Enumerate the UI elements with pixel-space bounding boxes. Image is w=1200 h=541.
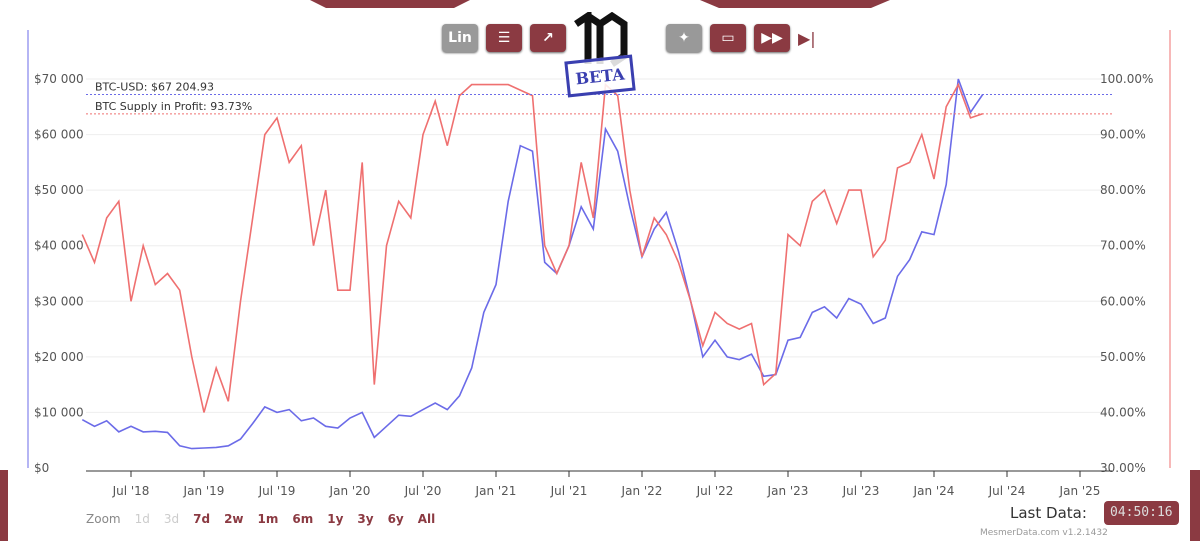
zoom-option-3y[interactable]: 3y bbox=[357, 512, 374, 526]
zoom-option-2w[interactable]: 2w bbox=[224, 512, 244, 526]
y-right-tick: 50.00% bbox=[1100, 350, 1146, 364]
zoom-option-6m[interactable]: 6m bbox=[292, 512, 314, 526]
database-icon: ☰ bbox=[497, 30, 511, 46]
skip-end-icon: ▶| bbox=[798, 28, 816, 48]
x-tick-label: Jul '21 bbox=[550, 484, 588, 498]
last-data-label: Last Data: bbox=[1010, 504, 1087, 522]
toolbar: Lin ☰ ↗ ✦ ▭ ▶▶ ▶| bbox=[442, 24, 816, 52]
fast-forward-icon: ▶▶ bbox=[761, 30, 783, 46]
beta-stamp: BETA bbox=[564, 54, 636, 98]
y-left-tick: $50 000 bbox=[34, 183, 84, 197]
zoom-option-7d[interactable]: 7d bbox=[193, 512, 211, 526]
x-tick-label: Jul '23 bbox=[842, 484, 880, 498]
y-right-tick: 40.00% bbox=[1100, 405, 1146, 419]
x-tick-label: Jan '21 bbox=[475, 484, 517, 498]
frame-top-right bbox=[700, 0, 890, 8]
x-tick-label: Jul '24 bbox=[988, 484, 1026, 498]
x-tick-label: Jan '25 bbox=[1059, 484, 1101, 498]
frame-bottom-left bbox=[0, 470, 8, 541]
x-tick-label: Jul '20 bbox=[404, 484, 442, 498]
y-left-tick: $20 000 bbox=[34, 350, 84, 364]
x-tick-label: Jan '19 bbox=[183, 484, 225, 498]
y-right-tick: 90.00% bbox=[1100, 128, 1146, 142]
monitor-icon: ▭ bbox=[721, 30, 735, 46]
y-left-tick: $10 000 bbox=[34, 405, 84, 419]
frame-top-left bbox=[310, 0, 470, 8]
zoom-option-all[interactable]: All bbox=[417, 512, 436, 526]
zoom-option-1y[interactable]: 1y bbox=[327, 512, 344, 526]
x-tick-label: Jan '24 bbox=[913, 484, 955, 498]
y-right-tick: 70.00% bbox=[1100, 239, 1146, 253]
skip-end-button[interactable]: ▶| bbox=[798, 29, 816, 48]
zoom-bar: Zoom 1d 3d 7d 2w 1m 6m 1y 3y 6y All bbox=[86, 512, 435, 526]
x-tick-label: Jan '22 bbox=[621, 484, 663, 498]
fast-forward-button[interactable]: ▶▶ bbox=[754, 24, 790, 52]
y-right-tick: 100.00% bbox=[1100, 72, 1153, 86]
y-left-tick: $30 000 bbox=[34, 294, 84, 308]
magic-wand-icon: ✦ bbox=[678, 30, 690, 46]
y-left-tick: $60 000 bbox=[34, 128, 84, 142]
y-right-tick: 60.00% bbox=[1100, 294, 1146, 308]
y-left-tick: $0 bbox=[34, 461, 49, 475]
chart-line-icon: ↗ bbox=[542, 30, 554, 46]
profit-label: BTC Supply in Profit: 93.73% bbox=[95, 100, 252, 113]
x-tick-label: Jul '18 bbox=[112, 484, 150, 498]
frame-bottom-right bbox=[1190, 470, 1200, 541]
x-tick-label: Jan '23 bbox=[767, 484, 809, 498]
y-left-tick: $40 000 bbox=[34, 239, 84, 253]
version-text: MesmerData.com v1.2.1432 bbox=[980, 528, 1108, 538]
linear-scale-button[interactable]: Lin bbox=[442, 24, 478, 52]
x-tick-label: Jul '19 bbox=[258, 484, 296, 498]
zoom-label: Zoom bbox=[86, 512, 121, 526]
y-right-tick: 30.00% bbox=[1100, 461, 1146, 475]
price-label: BTC-USD: $67 204.93 bbox=[95, 81, 214, 94]
last-data-time: 04:50:16 bbox=[1104, 501, 1179, 525]
zoom-option-3d: 3d bbox=[163, 512, 180, 526]
series-line-supply-in-profit bbox=[81, 82, 983, 413]
zoom-option-6y[interactable]: 6y bbox=[387, 512, 404, 526]
zoom-option-1m[interactable]: 1m bbox=[257, 512, 279, 526]
x-tick-label: Jul '22 bbox=[696, 484, 734, 498]
y-left-tick: $70 000 bbox=[34, 72, 84, 86]
monitor-button[interactable]: ▭ bbox=[710, 24, 746, 52]
database-button[interactable]: ☰ bbox=[486, 24, 522, 52]
magic-wand-button[interactable]: ✦ bbox=[666, 24, 702, 52]
zoom-option-1d: 1d bbox=[134, 512, 150, 526]
y-right-tick: 80.00% bbox=[1100, 183, 1146, 197]
chart-line-button[interactable]: ↗ bbox=[530, 24, 566, 52]
x-tick-label: Jan '20 bbox=[329, 484, 371, 498]
